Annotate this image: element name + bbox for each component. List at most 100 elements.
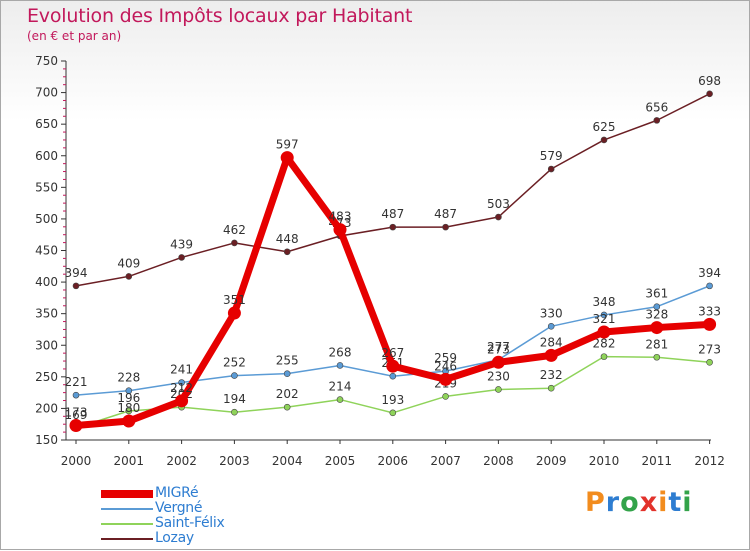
series-migr-: 173 180 212 351 597 483 267 246 273 284 321 328 333 bbox=[65, 138, 721, 432]
data-point bbox=[336, 396, 344, 403]
data-point bbox=[706, 359, 713, 366]
x-tick-label: 2006 bbox=[378, 454, 409, 468]
data-label: 267 bbox=[381, 346, 404, 360]
data-label: 169 bbox=[65, 408, 88, 422]
x-tick-label: 2004 bbox=[272, 454, 303, 468]
legend-label: Vergné bbox=[155, 500, 203, 516]
data-label: 333 bbox=[698, 304, 721, 318]
data-point bbox=[600, 353, 608, 360]
data-point bbox=[231, 372, 238, 379]
data-label: 202 bbox=[276, 387, 299, 401]
data-point bbox=[231, 408, 238, 416]
data-point bbox=[389, 372, 397, 380]
x-tick-label: 2003 bbox=[219, 454, 250, 468]
data-label: 361 bbox=[645, 287, 668, 301]
data-label: 180 bbox=[117, 401, 140, 415]
x-tick-label: 2009 bbox=[536, 454, 567, 468]
y-tick-label: 350 bbox=[35, 307, 58, 321]
data-label: 173 bbox=[65, 405, 88, 419]
data-point bbox=[72, 391, 80, 399]
data-point bbox=[600, 136, 608, 144]
y-tick-label: 250 bbox=[35, 370, 58, 384]
data-point bbox=[125, 387, 133, 395]
data-label: 212 bbox=[170, 381, 193, 395]
data-label: 193 bbox=[381, 393, 404, 407]
y-tick-label: 300 bbox=[35, 338, 58, 352]
y-tick-label: 450 bbox=[35, 244, 58, 258]
data-point bbox=[125, 407, 133, 415]
data-point bbox=[283, 403, 291, 411]
data-label: 409 bbox=[117, 256, 140, 270]
data-point bbox=[547, 322, 555, 330]
y-tick-label: 500 bbox=[35, 212, 58, 226]
x-tick-label: 2007 bbox=[430, 454, 461, 468]
data-label: 394 bbox=[698, 266, 721, 280]
data-label: 281 bbox=[645, 337, 668, 351]
data-point bbox=[227, 306, 241, 320]
chart-title: Evolution des Impôts locaux par Habitant bbox=[27, 5, 413, 27]
data-point bbox=[703, 317, 717, 331]
brand-letter: x bbox=[639, 487, 659, 518]
data-label: 273 bbox=[487, 342, 510, 356]
data-point bbox=[442, 223, 449, 231]
data-point bbox=[386, 359, 400, 373]
data-point bbox=[333, 223, 347, 237]
data-label: 241 bbox=[170, 363, 193, 377]
data-label: 194 bbox=[223, 392, 246, 406]
data-point bbox=[653, 117, 661, 124]
data-label: 221 bbox=[65, 375, 88, 389]
data-point bbox=[495, 213, 502, 221]
data-label: 246 bbox=[434, 359, 457, 373]
legend-swatch bbox=[101, 538, 153, 540]
data-label: 230 bbox=[487, 369, 510, 383]
data-point bbox=[175, 394, 189, 408]
y-tick-label: 200 bbox=[35, 401, 58, 415]
data-label: 282 bbox=[593, 337, 616, 351]
brand-letter: o bbox=[620, 487, 640, 518]
brand-letter: t bbox=[668, 487, 683, 518]
chart-subtitle: (en € et par an) bbox=[27, 29, 122, 43]
data-point bbox=[69, 418, 83, 432]
data-point bbox=[600, 311, 608, 319]
brand-letter: i bbox=[658, 487, 669, 518]
data-label: 284 bbox=[540, 335, 563, 349]
data-point bbox=[706, 282, 713, 290]
y-tick-label: 550 bbox=[35, 180, 58, 194]
data-point bbox=[178, 379, 185, 386]
data-label: 259 bbox=[434, 351, 457, 365]
data-label: 579 bbox=[540, 149, 563, 163]
brand-logo: Proxiti bbox=[585, 487, 693, 518]
data-point bbox=[336, 362, 344, 369]
data-point bbox=[597, 325, 611, 339]
data-label: 698 bbox=[698, 74, 721, 88]
legend-swatch bbox=[101, 508, 153, 510]
x-tick-label: 2000 bbox=[61, 454, 92, 468]
series-vergn-: 221228241252255268251259277330348361394 bbox=[65, 266, 721, 399]
data-point bbox=[231, 239, 238, 247]
x-tick-label: 2005 bbox=[325, 454, 356, 468]
data-label: 252 bbox=[223, 356, 246, 370]
y-tick-label: 700 bbox=[35, 86, 58, 100]
x-tick-label: 2011 bbox=[642, 454, 673, 468]
brand-letter: P bbox=[585, 487, 606, 518]
legend-swatch bbox=[101, 523, 153, 525]
data-point bbox=[389, 223, 397, 231]
brand-letter: r bbox=[605, 487, 621, 518]
data-label: 487 bbox=[381, 207, 404, 221]
data-point bbox=[547, 165, 555, 173]
data-point bbox=[125, 273, 133, 280]
data-label: 330 bbox=[540, 306, 563, 320]
data-label: 321 bbox=[593, 312, 616, 326]
data-point bbox=[547, 384, 555, 392]
x-tick-label: 2002 bbox=[166, 454, 197, 468]
data-point bbox=[280, 151, 294, 165]
data-label: 625 bbox=[593, 120, 616, 134]
data-label: 462 bbox=[223, 223, 246, 237]
data-label: 448 bbox=[276, 232, 299, 246]
y-tick-label: 650 bbox=[35, 117, 58, 131]
y-tick-label: 150 bbox=[35, 433, 58, 447]
data-point bbox=[72, 282, 80, 290]
data-point bbox=[653, 353, 661, 361]
